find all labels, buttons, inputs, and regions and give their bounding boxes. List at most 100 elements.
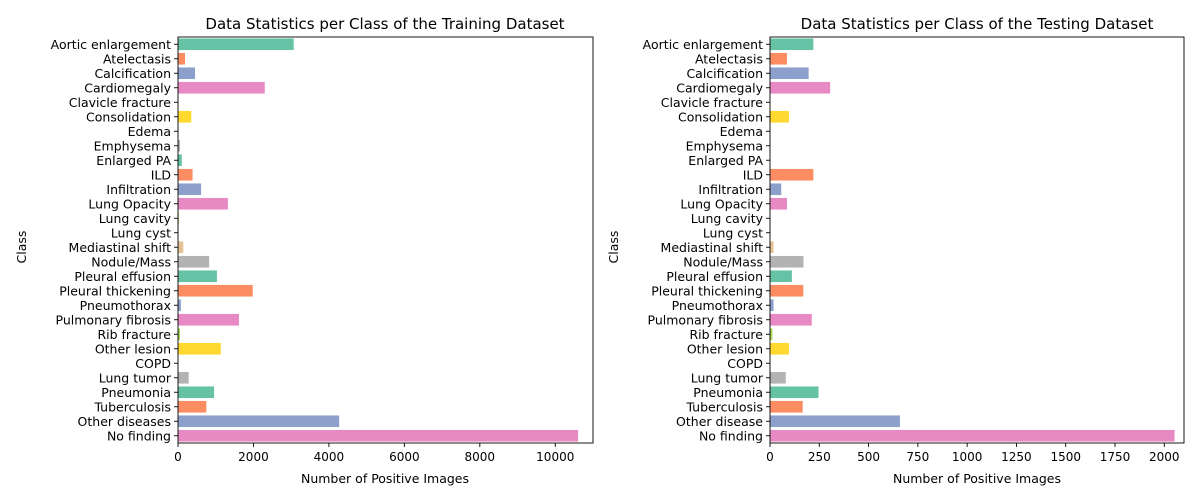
testing-category-label-19: Pulmonary fibrosis (648, 312, 763, 327)
testing-category-label-21: Other lesion (687, 341, 763, 356)
testing-bar-5 (770, 110, 789, 123)
training-bar-9 (178, 168, 193, 181)
testing-category-label-16: Pleural effusion (666, 269, 763, 284)
training-category-label-16: Pleural effusion (74, 269, 171, 284)
testing-bar-17 (770, 284, 804, 297)
training-chart-title: Data Statistics per Class of the Trainin… (205, 15, 564, 33)
training-bar-24 (178, 386, 215, 399)
training-xtick-label-4: 8000 (465, 450, 496, 464)
training-category-label-10: Infiltration (106, 182, 171, 197)
testing-category-label-11: Lung Opacity (680, 196, 763, 211)
testing-bar-19 (770, 313, 812, 326)
training-category-label-11: Lung Opacity (88, 196, 171, 211)
training-bar-21 (178, 342, 221, 355)
testing-xtick-label-8: 2000 (1149, 450, 1180, 464)
testing-bar-27 (770, 429, 1175, 442)
training-xtick-label-2: 4000 (314, 450, 345, 464)
testing-bar-14 (770, 241, 774, 254)
testing-category-label-4: Clavicle fracture (661, 95, 764, 110)
training-category-label-5: Consolidation (86, 109, 171, 124)
training-bar-20 (178, 328, 180, 341)
training-category-label-0: Aortic enlargement (51, 37, 171, 52)
training-bar-5 (178, 110, 192, 123)
testing-category-label-9: ILD (743, 167, 763, 182)
training-chart-panel: Data Statistics per Class of the Trainin… (14, 15, 594, 486)
testing-chart-ylabel: Class (606, 231, 621, 264)
training-category-label-25: Tuberculosis (93, 399, 171, 414)
testing-bar-20 (770, 328, 773, 341)
testing-bar-10 (770, 183, 782, 196)
training-xtick-label-0: 0 (174, 450, 182, 464)
testing-bar-18 (770, 299, 774, 312)
training-category-label-2: Calcification (94, 66, 171, 81)
training-category-label-8: Enlarged PA (96, 153, 171, 168)
testing-category-label-13: Lung cyst (703, 225, 763, 240)
training-bar-1 (178, 52, 186, 65)
testing-bar-1 (770, 52, 787, 65)
testing-chart-bars (770, 38, 1175, 442)
training-category-label-12: Lung cavity (99, 211, 172, 226)
testing-category-label-24: Pneumonia (693, 385, 763, 400)
testing-chart-frame (769, 36, 1185, 444)
testing-bar-23 (770, 371, 786, 384)
testing-bar-0 (770, 38, 814, 51)
testing-category-label-10: Infiltration (698, 182, 763, 197)
testing-category-label-14: Mediastinal shift (661, 240, 764, 255)
training-category-label-19: Pulmonary fibrosis (56, 312, 171, 327)
training-xtick-label-1: 2000 (238, 450, 269, 464)
training-bar-23 (178, 371, 189, 384)
training-category-label-4: Clavicle fracture (69, 95, 172, 110)
training-xtick-label-3: 6000 (389, 450, 420, 464)
testing-category-label-23: Lung tumor (691, 370, 764, 385)
testing-category-label-17: Pleural thickening (651, 283, 763, 298)
training-category-label-14: Mediastinal shift (69, 240, 172, 255)
training-bar-8 (178, 154, 182, 167)
training-bar-16 (178, 270, 217, 283)
testing-bar-3 (770, 81, 831, 94)
testing-bar-9 (770, 168, 814, 181)
training-category-label-9: ILD (151, 167, 171, 182)
testing-category-label-22: COPD (727, 356, 763, 371)
testing-category-label-7: Emphysema (686, 138, 763, 153)
testing-xtick-label-4: 1000 (952, 450, 983, 464)
training-chart-x-ticks: 0 2000 4000 6000 8000 10000 (174, 443, 574, 464)
testing-category-label-1: Atelectasis (695, 51, 763, 66)
training-bar-11 (178, 197, 228, 210)
testing-category-label-12: Lung cavity (691, 211, 764, 226)
training-category-label-15: Nodule/Mass (91, 254, 171, 269)
testing-category-label-2: Calcification (686, 66, 763, 81)
training-chart-bars (178, 38, 579, 442)
testing-category-label-3: Cardiomegaly (676, 80, 763, 95)
testing-chart-x-ticks: 0 250 500 750 1000 1250 1500 1750 2000 (766, 443, 1180, 464)
testing-category-label-26: Other disease (676, 414, 763, 429)
training-bar-18 (178, 299, 181, 312)
testing-xtick-label-7: 1750 (1100, 450, 1131, 464)
testing-xtick-label-2: 500 (857, 450, 880, 464)
training-bar-3 (178, 81, 265, 94)
training-category-label-22: COPD (135, 356, 171, 371)
testing-bar-16 (770, 270, 792, 283)
testing-bar-15 (770, 255, 804, 268)
training-bar-17 (178, 284, 253, 297)
testing-chart-xlabel: Number of Positive Images (893, 471, 1061, 486)
testing-bar-11 (770, 197, 787, 210)
training-category-label-20: Rib fracture (97, 327, 171, 342)
testing-xtick-label-5: 1250 (1001, 450, 1032, 464)
testing-category-label-15: Nodule/Mass (683, 254, 763, 269)
testing-category-label-20: Rib fracture (689, 327, 763, 342)
training-category-label-13: Lung cyst (111, 225, 171, 240)
testing-bar-25 (770, 400, 803, 413)
testing-chart-title: Data Statistics per Class of the Testing… (801, 15, 1154, 33)
training-chart-ylabel: Class (14, 231, 29, 264)
testing-bar-24 (770, 386, 819, 399)
training-category-label-18: Pneumothorax (80, 298, 171, 313)
testing-bar-21 (770, 342, 789, 355)
training-chart-frame (177, 36, 594, 444)
testing-xtick-label-3: 750 (906, 450, 929, 464)
testing-category-label-18: Pneumothorax (672, 298, 763, 313)
testing-category-label-6: Edema (720, 124, 763, 139)
training-category-label-3: Cardiomegaly (84, 80, 171, 95)
testing-chart-panel: Data Statistics per Class of the Testing… (606, 15, 1185, 486)
training-bar-2 (178, 67, 196, 80)
training-bar-15 (178, 255, 210, 268)
